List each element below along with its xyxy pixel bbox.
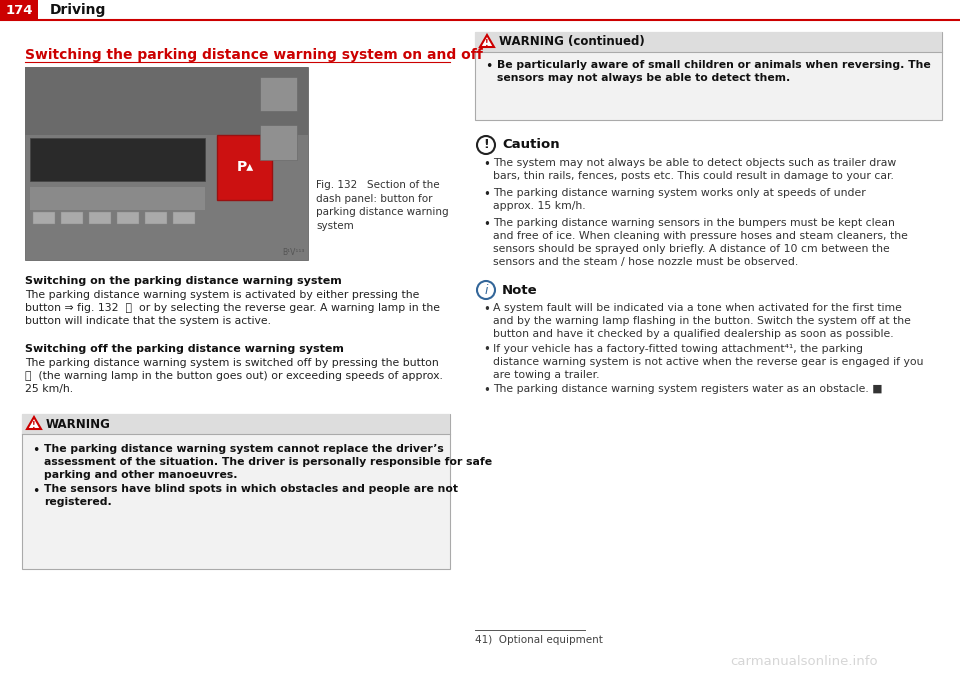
Text: Switching off the parking distance warning system: Switching off the parking distance warni… [25, 344, 344, 354]
Text: •: • [32, 444, 39, 457]
Text: Be particularly aware of small children or animals when reversing. The
sensors m: Be particularly aware of small children … [497, 60, 931, 83]
Bar [61, 212, 83, 224]
Text: •: • [483, 158, 490, 171]
Bar [30, 139, 205, 181]
Bar [117, 212, 139, 224]
Bar [260, 77, 297, 111]
Text: Driving: Driving [50, 3, 107, 17]
Text: •: • [483, 384, 490, 397]
Text: The system may not always be able to detect objects such as trailer draw
bars, t: The system may not always be able to det… [493, 158, 897, 181]
Bar [22, 414, 450, 434]
Bar [0, 0, 38, 20]
Bar [173, 212, 195, 224]
Text: The parking distance warning sensors in the bumpers must be kept clean
and free : The parking distance warning sensors in … [493, 218, 908, 267]
Bar [30, 187, 205, 210]
Bar [145, 212, 167, 224]
Text: P▴: P▴ [236, 160, 253, 174]
Bar [89, 212, 111, 224]
Text: The sensors have blind spots in which obstacles and people are not
registered.: The sensors have blind spots in which ob… [44, 485, 458, 507]
Polygon shape [27, 417, 41, 429]
Text: 174: 174 [5, 3, 33, 16]
Text: •: • [483, 344, 490, 356]
Text: Caution: Caution [502, 139, 560, 151]
Text: i: i [484, 284, 488, 297]
Text: The parking distance warning system registers water as an obstacle. ■: The parking distance warning system regi… [493, 384, 882, 394]
Text: A system fault will be indicated via a tone when activated for the first time
an: A system fault will be indicated via a t… [493, 303, 911, 339]
Text: •: • [32, 485, 39, 498]
Text: carmanualsonline.info: carmanualsonline.info [730, 655, 877, 668]
Text: The parking distance warning system cannot replace the driver’s
assessment of th: The parking distance warning system cann… [44, 444, 492, 479]
Text: The parking distance warning system is switched off by pressing the button
Ⓟ  (t: The parking distance warning system is s… [25, 358, 443, 394]
Text: 41)  Optional equipment: 41) Optional equipment [475, 635, 603, 645]
Bar [260, 125, 297, 160]
Text: Switching the parking distance warning system on and off: Switching the parking distance warning s… [25, 48, 483, 62]
Text: WARNING: WARNING [46, 418, 110, 430]
Bar [218, 134, 273, 200]
Bar [475, 32, 942, 52]
Text: !: ! [33, 420, 36, 430]
Bar [475, 32, 942, 120]
Text: The parking distance warning system is activated by either pressing the
button ⇒: The parking distance warning system is a… [25, 290, 440, 326]
Polygon shape [480, 35, 494, 47]
Text: •: • [485, 60, 492, 73]
Text: B¹V¹¹³: B¹V¹¹³ [282, 248, 305, 257]
Text: •: • [483, 188, 490, 201]
Text: •: • [483, 218, 490, 231]
Bar [25, 67, 308, 134]
Text: Switching on the parking distance warning system: Switching on the parking distance warnin… [25, 276, 342, 286]
Text: Fig. 132   Section of the
dash panel: button for
parking distance warning
system: Fig. 132 Section of the dash panel: butt… [316, 180, 448, 231]
Text: !: ! [485, 39, 489, 48]
Text: Note: Note [502, 284, 538, 297]
Bar [25, 67, 308, 260]
Text: The parking distance warning system works only at speeds of under
approx. 15 km/: The parking distance warning system work… [493, 188, 866, 211]
Bar [22, 414, 450, 569]
Text: If your vehicle has a factory-fitted towing attachment⁴¹, the parking
distance w: If your vehicle has a factory-fitted tow… [493, 344, 924, 380]
Text: !: ! [483, 139, 489, 151]
Text: WARNING (continued): WARNING (continued) [499, 35, 645, 48]
Text: •: • [483, 303, 490, 316]
Bar [33, 212, 55, 224]
